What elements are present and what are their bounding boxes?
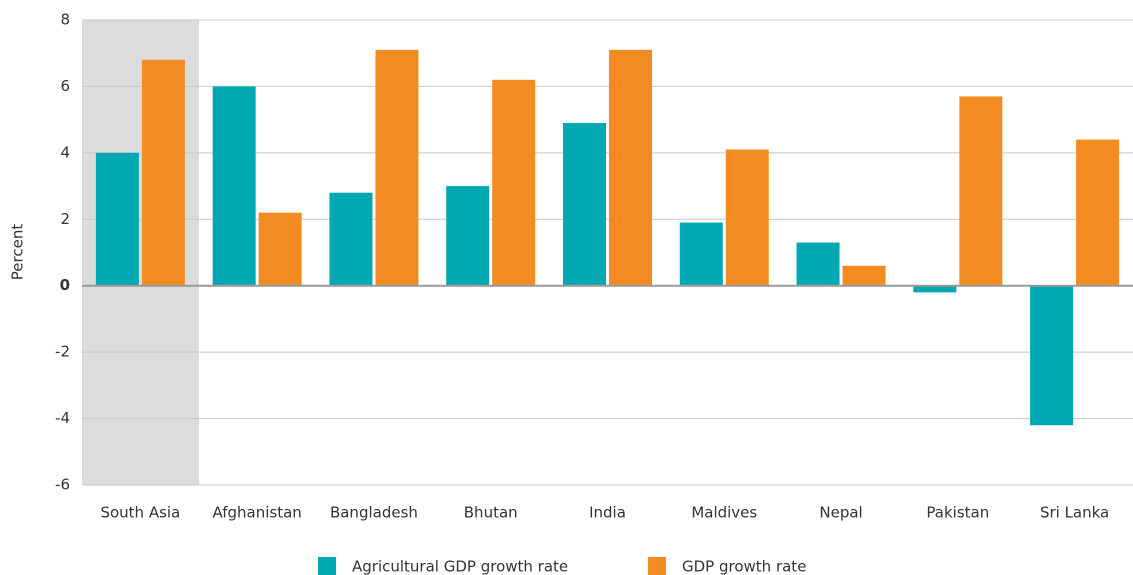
bar <box>1076 139 1120 286</box>
bar <box>842 265 886 286</box>
x-tick-label: Bhutan <box>464 504 518 522</box>
y-tick-label: -2 <box>55 343 70 361</box>
y-tick-label: -6 <box>55 476 70 494</box>
bar <box>258 212 302 286</box>
bar <box>329 192 373 286</box>
y-tick-label: 8 <box>60 11 70 29</box>
legend-label: Agricultural GDP growth rate <box>352 558 568 575</box>
y-tick-label: 4 <box>60 143 70 161</box>
bar <box>959 96 1003 286</box>
x-tick-label: South Asia <box>100 504 180 522</box>
bar <box>95 152 139 286</box>
y-tick-label: 2 <box>60 210 70 228</box>
bar <box>141 59 185 286</box>
bar <box>1030 285 1074 426</box>
bar <box>563 122 606 286</box>
y-tick-label: 6 <box>60 77 70 95</box>
x-tick-label: Sri Lanka <box>1040 504 1109 522</box>
bar <box>913 285 957 293</box>
legend-label: GDP growth rate <box>682 558 806 575</box>
y-axis-label: Percent <box>9 224 27 281</box>
x-tick-label: Maldives <box>691 504 757 522</box>
bar <box>796 242 840 286</box>
y-tick-label: 0 <box>60 276 70 294</box>
bar <box>725 149 769 286</box>
legend-swatch <box>318 557 336 575</box>
bar <box>375 49 419 286</box>
x-tick-label: Bangladesh <box>330 504 418 522</box>
y-tick-label: -4 <box>55 409 70 427</box>
bar <box>679 222 723 286</box>
x-tick-label: Afghanistan <box>213 504 302 522</box>
bar <box>212 86 256 286</box>
bar <box>609 49 652 286</box>
x-tick-label: Pakistan <box>926 504 989 522</box>
bar <box>446 186 490 286</box>
legend-swatch <box>648 557 666 575</box>
bar <box>492 79 536 286</box>
x-tick-label: India <box>589 504 626 522</box>
x-tick-label: Nepal <box>819 504 862 522</box>
